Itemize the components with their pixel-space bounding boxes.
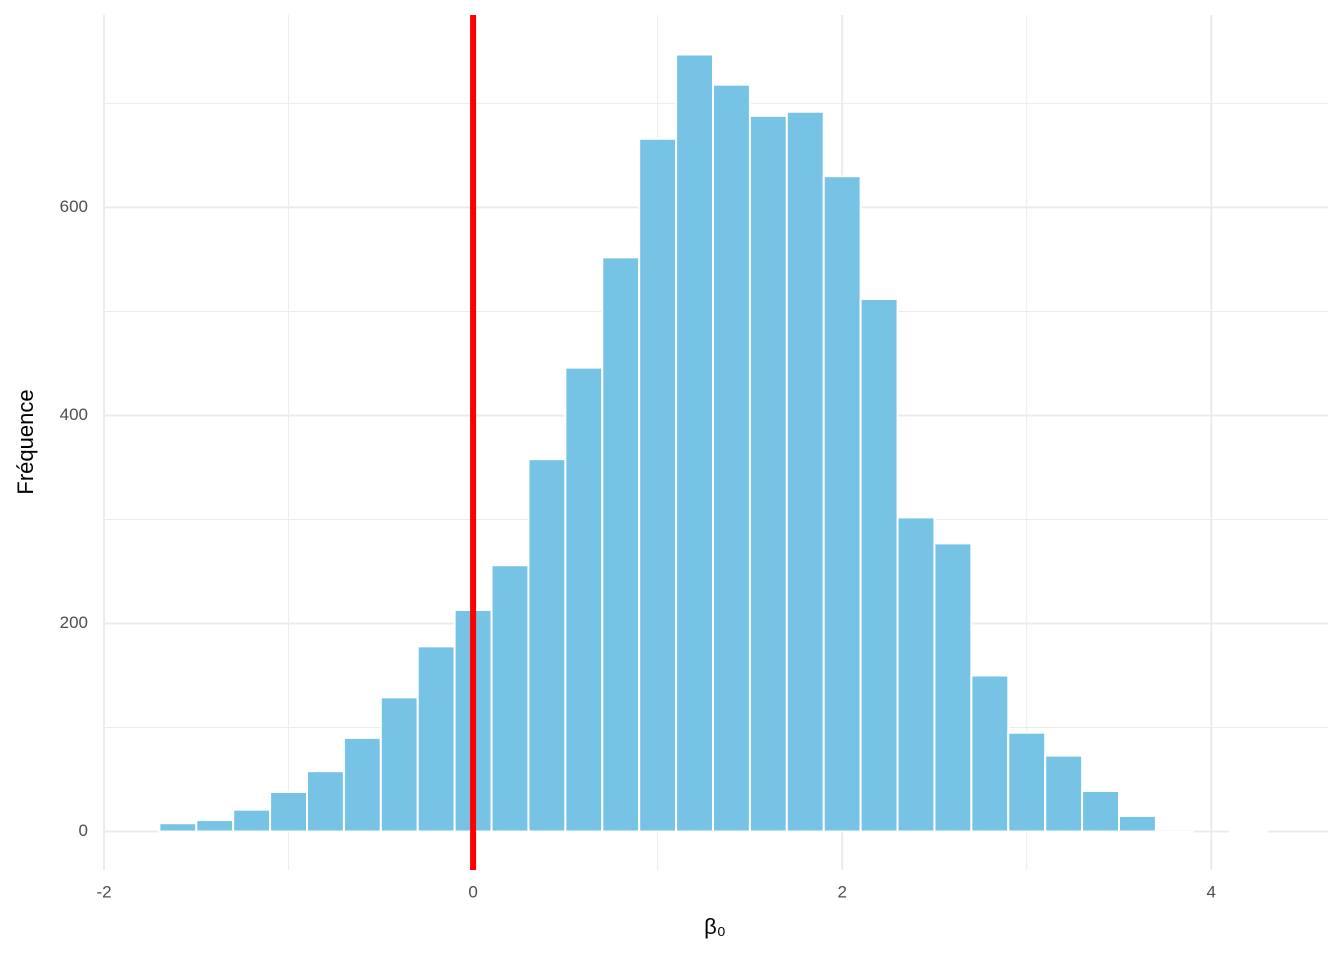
bar xyxy=(564,366,604,833)
bar xyxy=(748,114,788,833)
bar xyxy=(490,564,530,833)
bar xyxy=(306,770,345,833)
bar xyxy=(1044,754,1084,833)
bar xyxy=(638,137,678,833)
bar xyxy=(1081,789,1121,833)
bar xyxy=(933,542,973,833)
bar xyxy=(1228,829,1268,833)
x-tick-label: 4 xyxy=(1207,882,1216,901)
bar xyxy=(158,822,198,833)
bar xyxy=(1007,731,1047,833)
bar xyxy=(859,297,899,833)
y-axis-title: Fréquence xyxy=(13,389,38,494)
bar xyxy=(822,175,862,833)
x-tick-label: 2 xyxy=(837,882,846,901)
bar xyxy=(232,808,272,833)
bar xyxy=(896,516,936,833)
x-axis-title: β₀ xyxy=(704,914,726,939)
bar xyxy=(527,458,567,833)
bar xyxy=(1118,814,1157,833)
y-tick-label: 0 xyxy=(79,821,88,840)
bar xyxy=(1154,828,1194,833)
y-tick-label: 400 xyxy=(60,405,88,424)
bar xyxy=(712,83,751,833)
bar xyxy=(675,53,714,833)
bar xyxy=(785,110,825,833)
x-tick-label: 0 xyxy=(468,882,477,901)
y-tick-label: 600 xyxy=(60,197,88,216)
bar xyxy=(379,696,419,833)
bar xyxy=(195,819,235,833)
x-tick-label: -2 xyxy=(96,882,111,901)
bar xyxy=(601,256,641,833)
bar xyxy=(342,736,382,833)
y-tick-label: 200 xyxy=(60,613,88,632)
bar xyxy=(970,674,1010,833)
bar xyxy=(269,790,309,833)
bar xyxy=(416,645,456,833)
